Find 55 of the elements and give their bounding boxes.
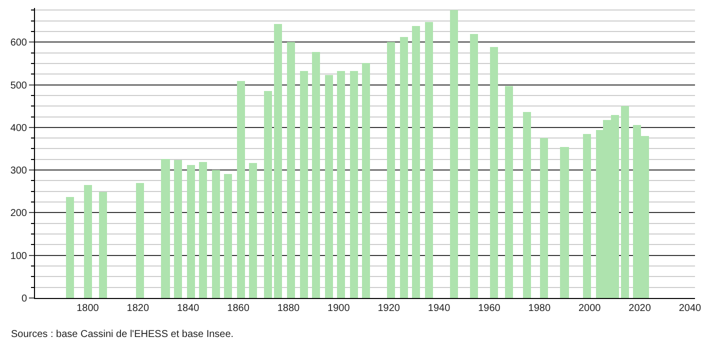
y-tick-label: 100	[10, 250, 28, 262]
x-tick-label: 2020	[628, 303, 652, 314]
x-tick-label: 1980	[528, 303, 551, 314]
x-tick-label: 1920	[378, 303, 400, 314]
bar	[425, 22, 433, 298]
x-tick-label: 2000	[578, 303, 602, 314]
bar	[136, 183, 144, 298]
x-tick-label: 1860	[227, 303, 250, 314]
bar	[400, 37, 408, 298]
y-tick-label: 0	[21, 294, 28, 304]
bar	[450, 10, 458, 298]
x-tick-label: 1840	[176, 303, 200, 314]
bar	[337, 71, 345, 298]
bar	[199, 162, 207, 298]
bar	[212, 170, 220, 298]
bar	[187, 165, 195, 298]
bar	[264, 91, 272, 298]
x-tick-label: 1820	[126, 303, 150, 314]
y-tick-label: 400	[10, 122, 28, 134]
x-tick-label: 1800	[76, 303, 100, 314]
bar	[312, 52, 320, 298]
y-tick-label: 500	[10, 80, 28, 92]
bar	[300, 71, 308, 298]
x-tick-label: 1960	[478, 303, 501, 314]
bar	[490, 47, 498, 298]
bar	[249, 163, 257, 298]
bar	[523, 112, 531, 298]
bar	[325, 75, 333, 298]
bar	[224, 174, 232, 298]
y-tick-label: 600	[10, 38, 28, 49]
bar	[560, 147, 569, 298]
bar	[540, 138, 548, 298]
x-tick-label: 1880	[277, 303, 300, 314]
source-note: Sources : base Cassini de l'EHESS et base Insee.	[11, 329, 234, 340]
bar	[161, 159, 170, 298]
bar	[412, 26, 420, 298]
bar	[287, 42, 295, 298]
bar	[387, 42, 395, 298]
x-tick-label: 2040	[678, 303, 702, 314]
bar	[66, 197, 74, 298]
y-tick-label: 300	[10, 166, 28, 177]
bar	[84, 185, 92, 298]
bar	[583, 134, 591, 298]
x-tick-label: 1940	[428, 303, 451, 314]
bar	[505, 86, 513, 298]
y-tick-label: 200	[10, 208, 28, 220]
bar	[470, 34, 478, 298]
bar	[350, 71, 358, 298]
bar	[621, 106, 629, 298]
bar	[99, 192, 107, 298]
x-tick-label: 1900	[328, 303, 350, 314]
bar	[237, 81, 245, 298]
bar	[362, 63, 370, 298]
bar	[174, 160, 182, 298]
bar	[274, 24, 282, 298]
